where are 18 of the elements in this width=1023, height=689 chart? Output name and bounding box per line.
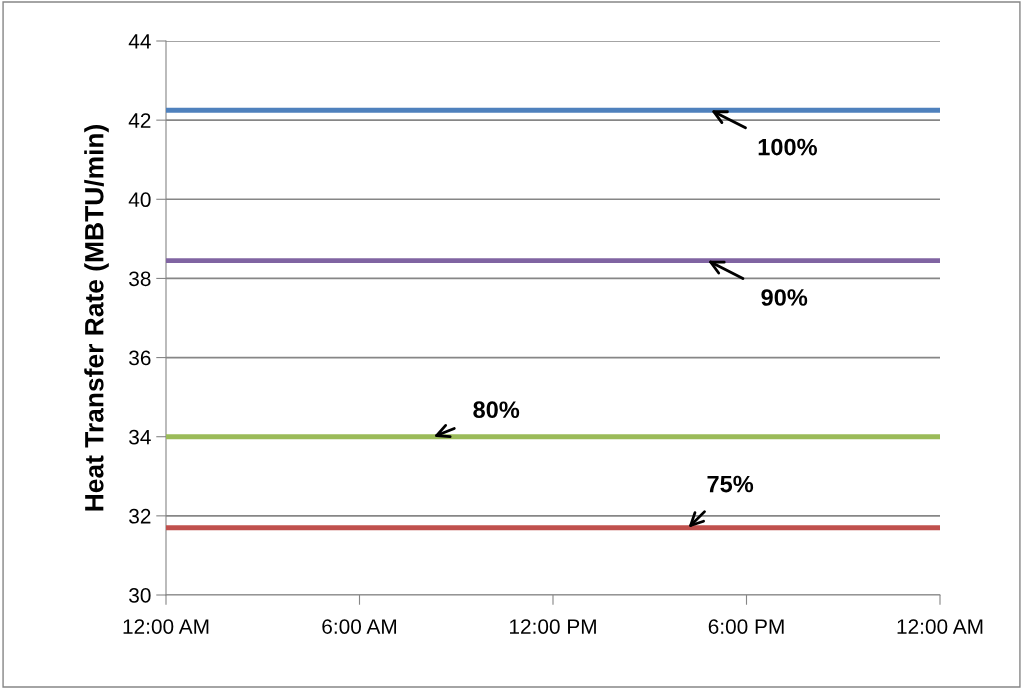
- y-tick-label: 30: [129, 588, 151, 603]
- x-tick-label: 6:00 PM: [708, 619, 784, 634]
- annotation: 90%: [761, 289, 808, 306]
- y-axis-title: Heat Transfer Rate (MBTU/min): [84, 125, 109, 511]
- y-tick-label: 38: [129, 271, 151, 287]
- y-tick-label: 32: [129, 508, 151, 524]
- x-tick-label: 12:00 AM: [897, 619, 983, 634]
- y-tick-label: 40: [128, 192, 151, 208]
- x-tick-label: 12:00 PM: [510, 619, 596, 634]
- y-tick-label: 42: [128, 113, 151, 128]
- x-tick-label: 6:00 AM: [322, 619, 397, 634]
- annotation: 75%: [707, 475, 754, 493]
- annotation: 100%: [758, 138, 817, 156]
- y-tick-label: 44: [128, 34, 151, 49]
- y-tick-label: 36: [129, 350, 151, 366]
- annotation: 80%: [473, 401, 520, 419]
- x-tick-label: 12:00 AM: [123, 619, 209, 634]
- y-tick-label: 34: [129, 429, 151, 445]
